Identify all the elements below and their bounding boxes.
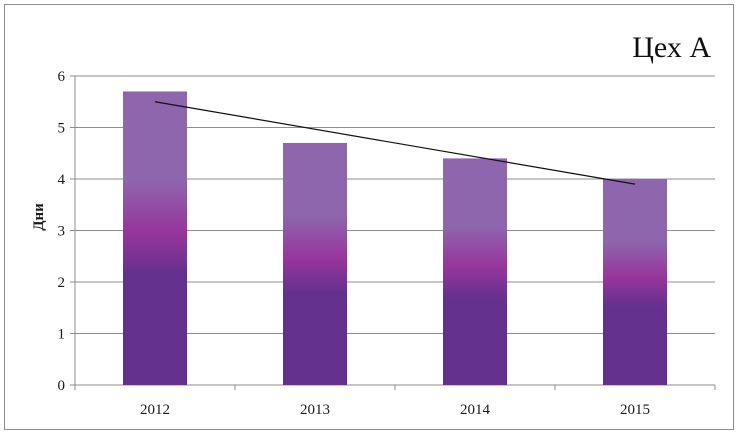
bars: [123, 91, 667, 385]
y-tick-label: 1: [58, 327, 66, 343]
chart-title: Цех А: [632, 31, 711, 64]
bar-2012: [123, 91, 187, 385]
x-tick-label: 2012: [140, 402, 170, 418]
bar-2015: [603, 179, 667, 385]
y-tick-label: 2: [58, 275, 66, 291]
x-tick-label: 2013: [300, 402, 330, 418]
y-tick-label: 4: [58, 172, 66, 188]
chart-frame: 0 1 2 3 4 5 6 2012 2013 2014 2015 Дни Цех А: [4, 4, 734, 430]
x-tick-labels: 2012 2013 2014 2015: [140, 402, 650, 418]
y-tick-label: 5: [58, 121, 66, 137]
y-axis-title: Дни: [31, 203, 47, 231]
y-tick-label: 6: [58, 69, 66, 85]
trendline-line: [154, 101, 636, 185]
y-tick-label: 3: [58, 224, 66, 240]
x-tick-label: 2015: [620, 402, 650, 418]
y-tick-labels: 0 1 2 3 4 5 6: [58, 69, 66, 394]
trendline: [154, 101, 636, 185]
y-tick-label: 0: [58, 378, 66, 394]
x-tick-label: 2014: [460, 402, 491, 418]
bar-2013: [283, 142, 347, 385]
bar-chart: 0 1 2 3 4 5 6 2012 2013 2014 2015 Дни Цех А: [31, 31, 716, 418]
bar-2014: [443, 158, 507, 385]
